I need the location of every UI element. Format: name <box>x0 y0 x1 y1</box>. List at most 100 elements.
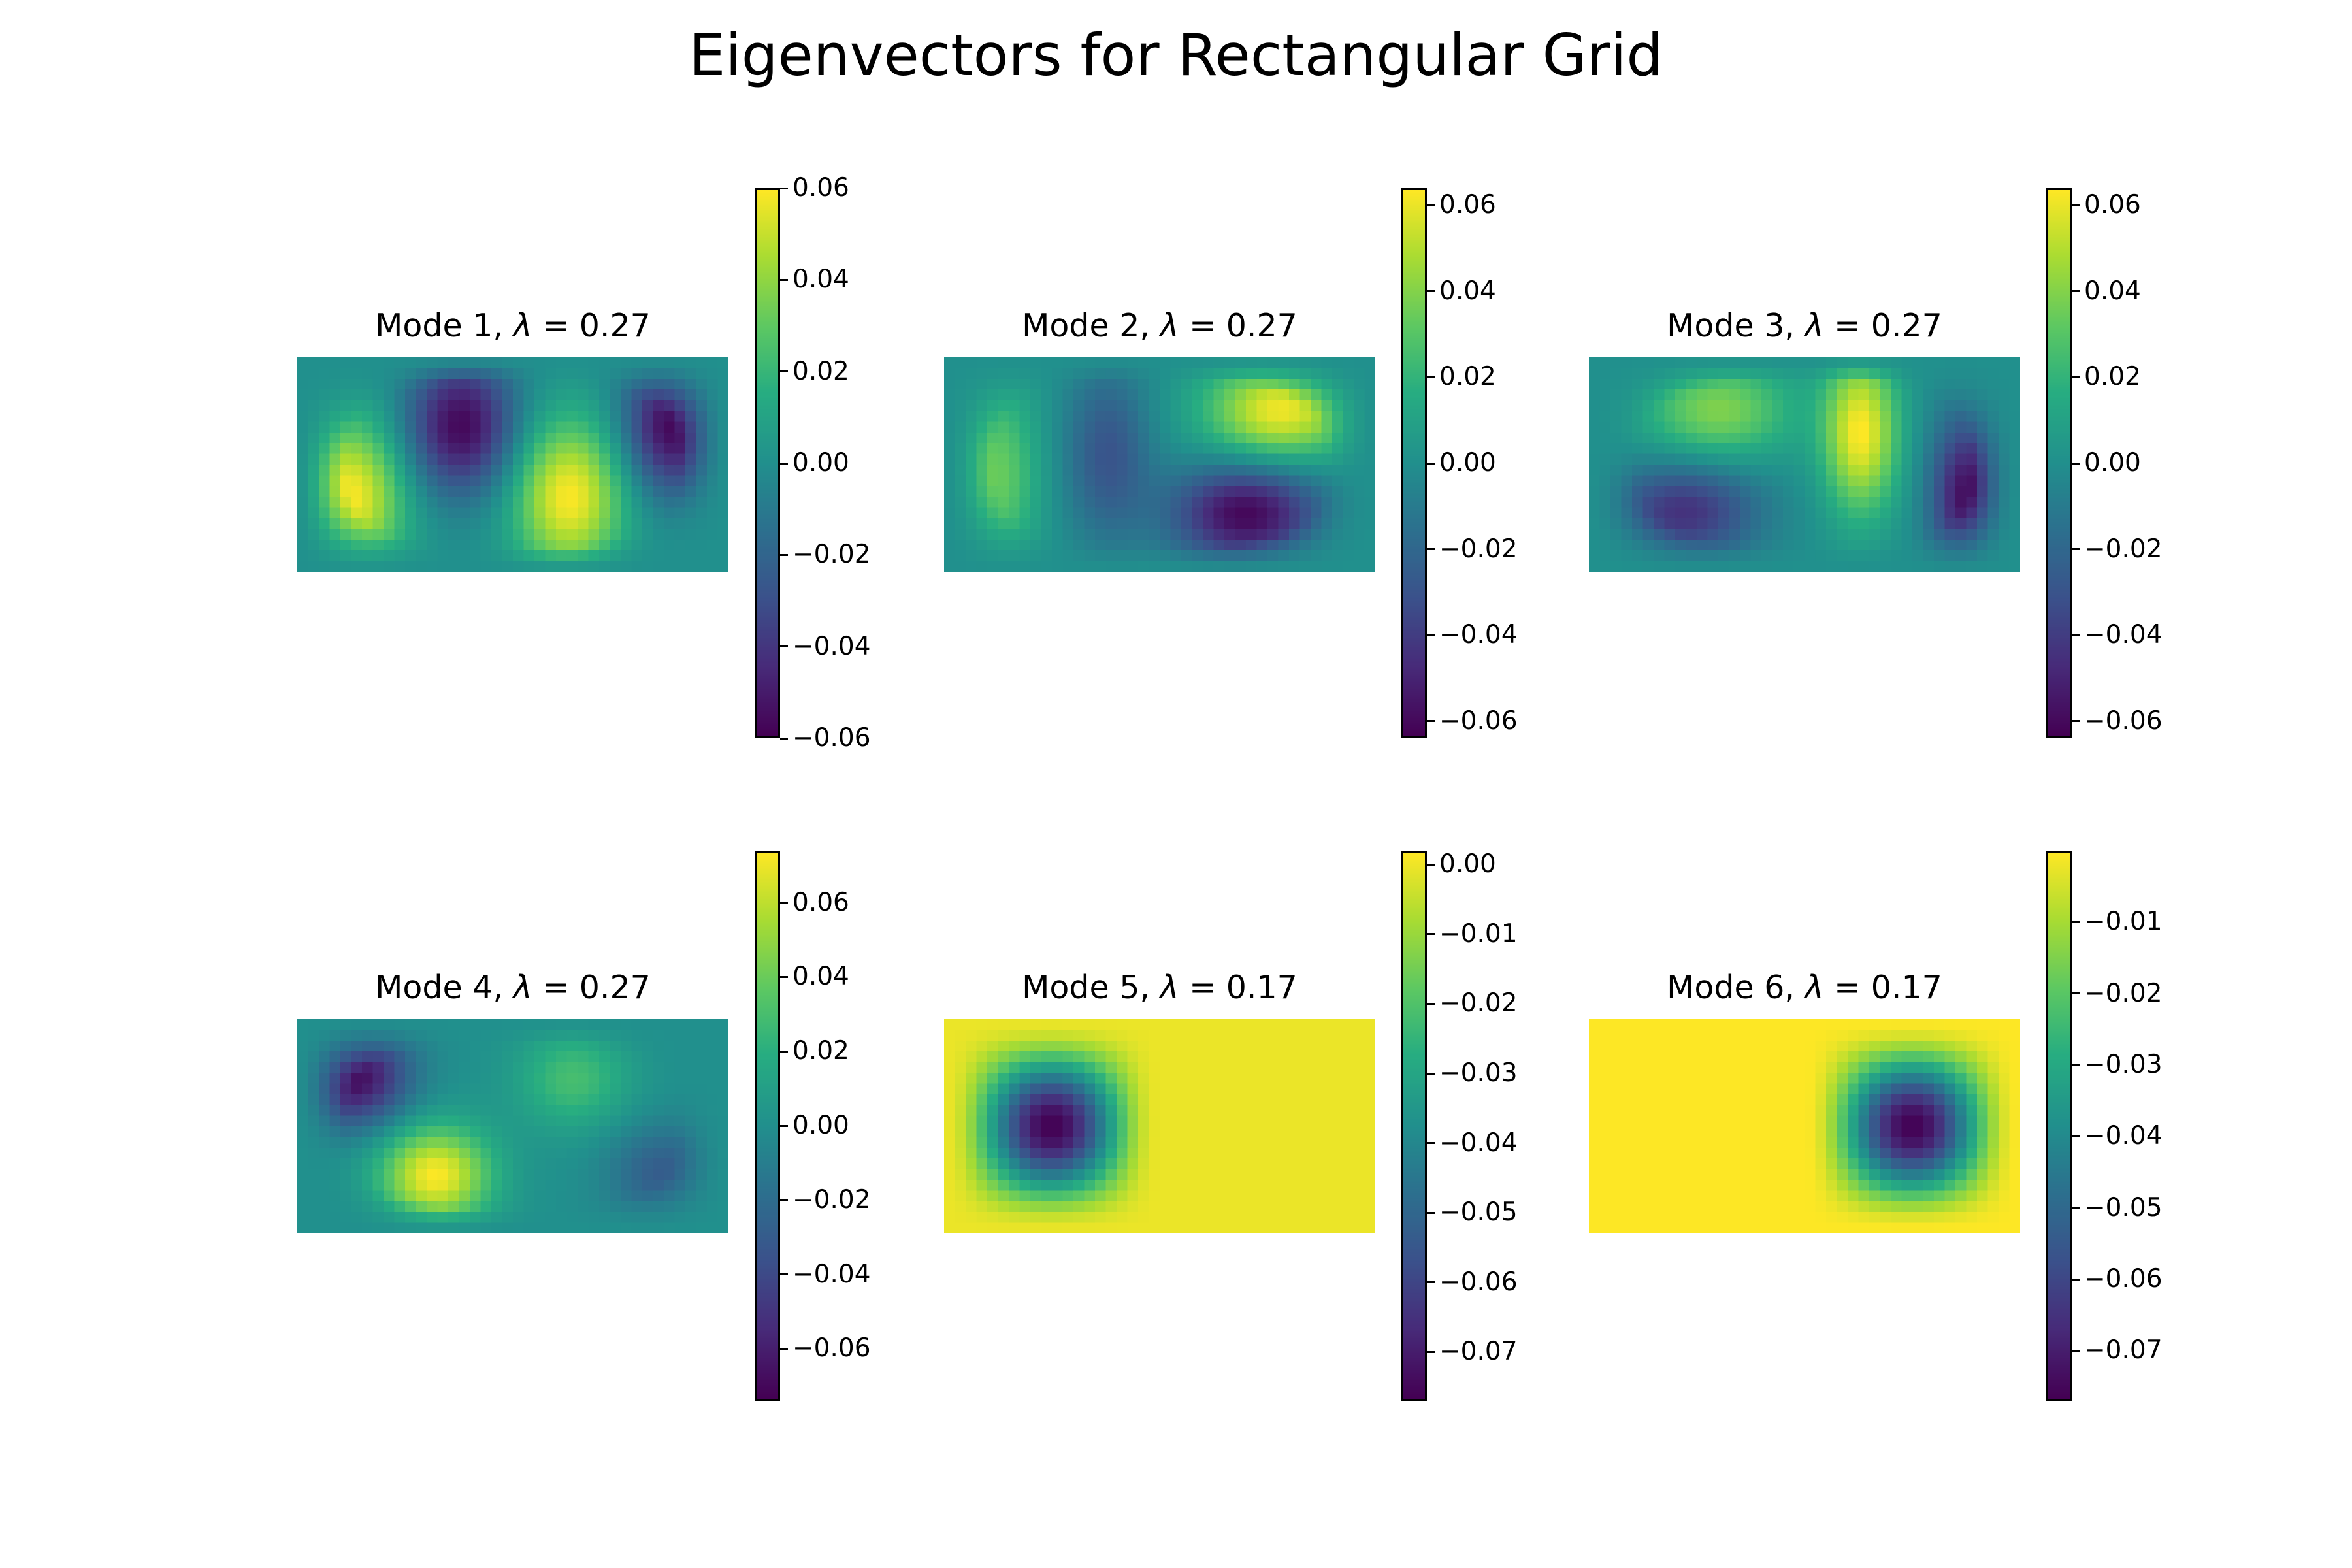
colorbar-tick-label: −0.04 <box>792 631 871 661</box>
colorbar-tick <box>780 737 788 740</box>
colorbar-tick-label: 0.06 <box>792 173 849 203</box>
colorbar-tick <box>780 553 788 556</box>
colorbar-tick <box>780 370 788 373</box>
colorbar-tick <box>780 645 788 648</box>
colorbar-gradient <box>757 190 778 736</box>
colorbar-tick-label: 0.00 <box>1439 448 1496 478</box>
colorbar-tick-label: 0.04 <box>2084 276 2141 306</box>
panel-title-prefix: Mode 5, <box>1022 969 1160 1006</box>
colorbar-tick-label: −0.02 <box>1439 988 1518 1019</box>
colorbar-tick-label: −0.04 <box>2084 620 2163 650</box>
colorbar-tick-label: 0.00 <box>792 448 849 478</box>
colorbar <box>755 188 780 738</box>
colorbar-tick-label: 0.02 <box>1439 362 1496 392</box>
colorbar-tick-label: −0.07 <box>2084 1335 2163 1365</box>
colorbar-tick <box>1427 204 1435 206</box>
colorbar-tick <box>1427 376 1435 378</box>
colorbar-tick <box>780 1273 788 1276</box>
colorbar-tick-label: 0.00 <box>1439 849 1496 879</box>
panel-title-prefix: Mode 3, <box>1667 307 1805 344</box>
colorbar-tick-label: −0.04 <box>2084 1121 2163 1151</box>
colorbar-tick <box>1427 1211 1435 1214</box>
colorbar-tick-label: 0.06 <box>792 887 849 917</box>
heatmap-mode-5 <box>944 1019 1375 1233</box>
colorbar-tick-label: −0.06 <box>792 723 871 753</box>
colorbar-tick <box>1427 462 1435 465</box>
colorbar-tick-label: 0.02 <box>792 356 849 386</box>
colorbar-tick <box>2072 921 2080 923</box>
lambda-symbol: λ <box>1805 307 1824 344</box>
lambda-symbol: λ <box>513 307 532 344</box>
lambda-symbol: λ <box>1805 969 1824 1006</box>
colorbar-tick-label: −0.06 <box>2084 1264 2163 1294</box>
colorbar-tick <box>780 278 788 281</box>
panel-title-prefix: Mode 6, <box>1667 969 1805 1006</box>
colorbar-tick-label: −0.02 <box>2084 978 2163 1008</box>
colorbar-tick <box>780 462 788 465</box>
colorbar-tick <box>780 187 788 189</box>
lambda-symbol: λ <box>1160 307 1179 344</box>
lambda-symbol: λ <box>1160 969 1179 1006</box>
colorbar-tick-label: −0.06 <box>1439 706 1518 736</box>
colorbar-tick <box>2072 634 2080 636</box>
colorbar-tick <box>2072 1207 2080 1209</box>
colorbar-tick-label: 0.04 <box>792 265 849 295</box>
panel-title: Mode 3, λ = 0.27 <box>1589 306 2020 346</box>
colorbar-tick <box>1427 863 1435 866</box>
colorbar-tick-label: −0.07 <box>1439 1337 1518 1367</box>
colorbar-tick <box>2072 1278 2080 1281</box>
colorbar-tick-label: −0.04 <box>1439 620 1518 650</box>
colorbar-gradient <box>1403 853 1425 1399</box>
panel-title: Mode 6, λ = 0.17 <box>1589 968 2020 1007</box>
colorbar-tick-label: 0.04 <box>1439 276 1496 306</box>
colorbar-tick-label: −0.03 <box>1439 1058 1518 1088</box>
colorbar-tick-label: −0.01 <box>2084 907 2163 937</box>
colorbar-tick <box>780 975 788 978</box>
colorbar <box>755 851 780 1401</box>
colorbar-tick-label: 0.04 <box>792 962 849 992</box>
colorbar-tick-label: −0.05 <box>1439 1198 1518 1228</box>
colorbar-tick <box>1427 634 1435 636</box>
panel-title-suffix: = 0.17 <box>1823 969 1942 1006</box>
colorbar <box>1401 188 1427 738</box>
colorbar-tick <box>780 1050 788 1053</box>
heatmap-mode-1 <box>297 357 728 572</box>
heatmap-mode-6 <box>1589 1019 2020 1233</box>
colorbar-tick <box>1427 1281 1435 1284</box>
panel-title: Mode 1, λ = 0.27 <box>297 306 728 346</box>
colorbar-tick-label: −0.02 <box>2084 534 2163 564</box>
colorbar-tick-label: −0.02 <box>792 540 871 570</box>
colorbar-tick <box>780 1347 788 1350</box>
colorbar-gradient <box>757 853 778 1399</box>
colorbar-tick-label: −0.04 <box>1439 1128 1518 1158</box>
colorbar-tick <box>780 1124 788 1127</box>
colorbar <box>1401 851 1427 1401</box>
colorbar-tick-label: −0.06 <box>792 1333 871 1364</box>
colorbar-tick-label: 0.00 <box>2084 448 2141 478</box>
colorbar-tick-label: −0.06 <box>2084 706 2163 736</box>
colorbar-tick <box>2072 1349 2080 1352</box>
panel-title-suffix: = 0.27 <box>532 307 651 344</box>
colorbar-tick-label: −0.01 <box>1439 919 1518 949</box>
colorbar-tick <box>780 1199 788 1201</box>
heatmap-mode-4 <box>297 1019 728 1233</box>
figure-title: Eigenvectors for Rectangular Grid <box>689 22 1663 89</box>
colorbar-tick <box>1427 1002 1435 1005</box>
panel-title-suffix: = 0.17 <box>1179 969 1298 1006</box>
colorbar-tick-label: −0.06 <box>1439 1267 1518 1297</box>
colorbar-tick <box>2072 1064 2080 1066</box>
colorbar-tick <box>2072 720 2080 723</box>
panel-title: Mode 5, λ = 0.17 <box>944 968 1375 1007</box>
heatmap-mode-3 <box>1589 357 2020 572</box>
colorbar <box>2046 188 2072 738</box>
colorbar-tick <box>2072 376 2080 378</box>
colorbar-tick <box>1427 548 1435 551</box>
colorbar-tick <box>1427 1142 1435 1145</box>
panel-title-suffix: = 0.27 <box>1823 307 1942 344</box>
colorbar-tick-label: 0.00 <box>792 1111 849 1140</box>
colorbar-tick-label: 0.02 <box>792 1036 849 1066</box>
colorbar <box>2046 851 2072 1401</box>
colorbar-tick <box>1427 1072 1435 1075</box>
colorbar-tick-label: 0.02 <box>2084 362 2141 392</box>
